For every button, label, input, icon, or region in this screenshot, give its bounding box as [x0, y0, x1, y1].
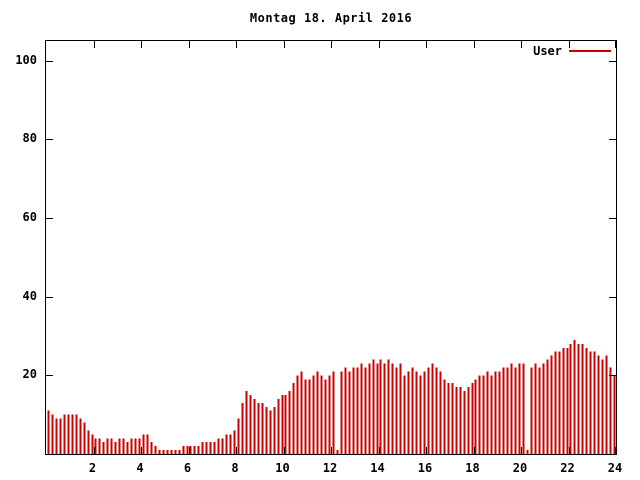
x-tick-label: 4 — [136, 461, 144, 475]
x-tick-label: 14 — [370, 461, 385, 475]
bars-canvas — [46, 41, 616, 454]
y-tick-label: 80 — [22, 131, 37, 146]
x-tick-label: 18 — [465, 461, 480, 475]
chart-title: Montag 18. April 2016 — [249, 11, 413, 25]
plot-area: User — [45, 40, 617, 455]
legend-series-label: User — [533, 44, 562, 58]
x-tick-label: 16 — [417, 461, 433, 475]
y-tick-label: 20 — [22, 367, 37, 382]
legend-line-swatch — [569, 50, 611, 52]
x-tick-label: 2 — [88, 461, 97, 475]
legend: User — [533, 45, 611, 57]
x-tick-label: 12 — [322, 461, 338, 475]
x-tick-label: 8 — [231, 461, 239, 475]
x-tick-label: 24 — [607, 461, 623, 475]
y-tick-label: 60 — [22, 210, 37, 224]
x-tick-label: 22 — [560, 461, 575, 475]
y-tick-label: 40 — [22, 288, 37, 303]
x-tick-label: 6 — [183, 461, 192, 475]
x-tick-label: 20 — [512, 461, 528, 475]
x-tick-label: 10 — [275, 461, 290, 475]
y-tick-label: 100 — [15, 52, 37, 67]
